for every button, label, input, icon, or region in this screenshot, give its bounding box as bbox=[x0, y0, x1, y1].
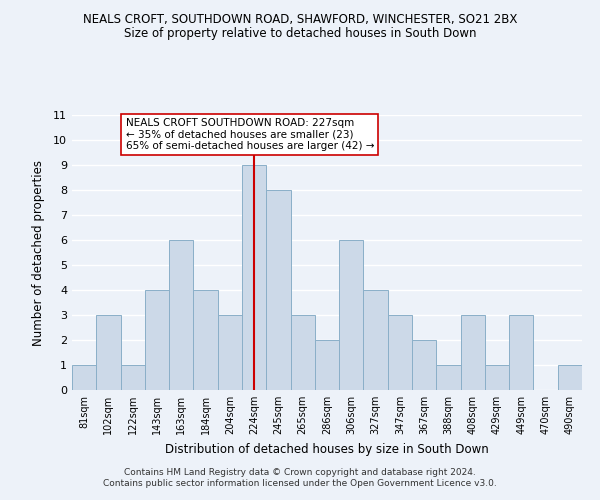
Text: Contains HM Land Registry data © Crown copyright and database right 2024.
Contai: Contains HM Land Registry data © Crown c… bbox=[103, 468, 497, 487]
Bar bbox=[193, 290, 218, 390]
Bar bbox=[364, 290, 388, 390]
X-axis label: Distribution of detached houses by size in South Down: Distribution of detached houses by size … bbox=[165, 442, 489, 456]
Bar bbox=[388, 315, 412, 390]
Text: NEALS CROFT, SOUTHDOWN ROAD, SHAWFORD, WINCHESTER, SO21 2BX: NEALS CROFT, SOUTHDOWN ROAD, SHAWFORD, W… bbox=[83, 12, 517, 26]
Bar bbox=[242, 165, 266, 390]
Bar bbox=[121, 365, 145, 390]
Y-axis label: Number of detached properties: Number of detached properties bbox=[32, 160, 45, 346]
Text: NEALS CROFT SOUTHDOWN ROAD: 227sqm
← 35% of detached houses are smaller (23)
65%: NEALS CROFT SOUTHDOWN ROAD: 227sqm ← 35%… bbox=[125, 118, 374, 151]
Bar bbox=[509, 315, 533, 390]
Bar bbox=[96, 315, 121, 390]
Bar bbox=[436, 365, 461, 390]
Bar bbox=[145, 290, 169, 390]
Bar bbox=[72, 365, 96, 390]
Bar bbox=[266, 190, 290, 390]
Bar bbox=[485, 365, 509, 390]
Bar bbox=[315, 340, 339, 390]
Bar bbox=[558, 365, 582, 390]
Bar bbox=[339, 240, 364, 390]
Bar bbox=[290, 315, 315, 390]
Bar bbox=[218, 315, 242, 390]
Bar bbox=[412, 340, 436, 390]
Bar bbox=[169, 240, 193, 390]
Bar bbox=[461, 315, 485, 390]
Text: Size of property relative to detached houses in South Down: Size of property relative to detached ho… bbox=[124, 28, 476, 40]
